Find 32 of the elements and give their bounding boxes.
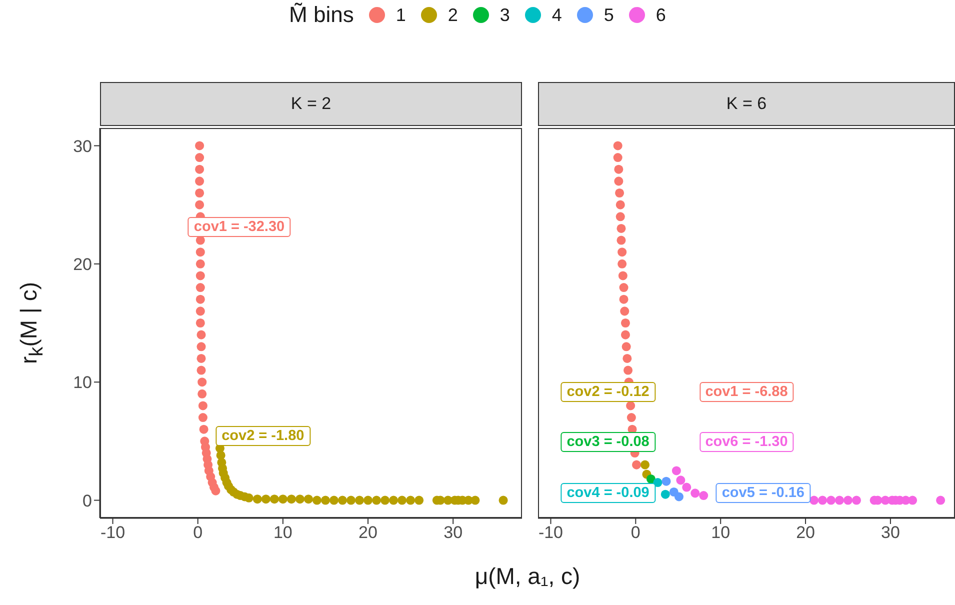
legend-label: 1 (396, 4, 406, 26)
legend-label: 6 (656, 4, 666, 26)
annotation: cov2 = -0.12 (560, 382, 656, 402)
x-tick-label: 30 (880, 523, 900, 542)
legend-label: 2 (448, 4, 458, 26)
x-tick-label: -10 (100, 523, 126, 542)
legend-label: 5 (604, 4, 614, 26)
legend-label: 4 (552, 4, 562, 26)
annotation: cov4 = -0.09 (560, 483, 656, 504)
legend-label: 3 (500, 4, 510, 26)
x-tick-label: 20 (796, 523, 815, 542)
y-tick-label: 0 (82, 491, 92, 510)
y-tick-label: 30 (73, 136, 92, 156)
x-tick-label: 10 (711, 523, 730, 542)
chart-title: K = 6 (538, 82, 955, 126)
x-tick-label: 30 (444, 523, 463, 542)
annotation: cov3 = -0.08 (560, 432, 656, 452)
annotation: cov5 = -0.16 (716, 483, 810, 504)
legend-title: M̃ bins (289, 2, 354, 28)
annotation: cov1 = -6.88 (699, 382, 794, 402)
x-tick-label: 0 (630, 523, 640, 542)
annotation: cov6 = -1.30 (699, 432, 794, 452)
x-tick-label: 0 (193, 523, 203, 542)
x-axis-title: μ(M, a₁, c) (474, 563, 582, 590)
chart-title: K = 2 (100, 82, 522, 126)
y-tick-label: 10 (73, 373, 92, 392)
x-tick-label: 10 (273, 523, 292, 542)
x-tick-label: -10 (538, 523, 564, 542)
annotation: cov1 = -32.30 (188, 217, 291, 238)
annotation: cov2 = -1.80 (216, 426, 310, 446)
x-tick-label: 20 (358, 523, 378, 542)
y-tick-label: 20 (73, 254, 92, 274)
